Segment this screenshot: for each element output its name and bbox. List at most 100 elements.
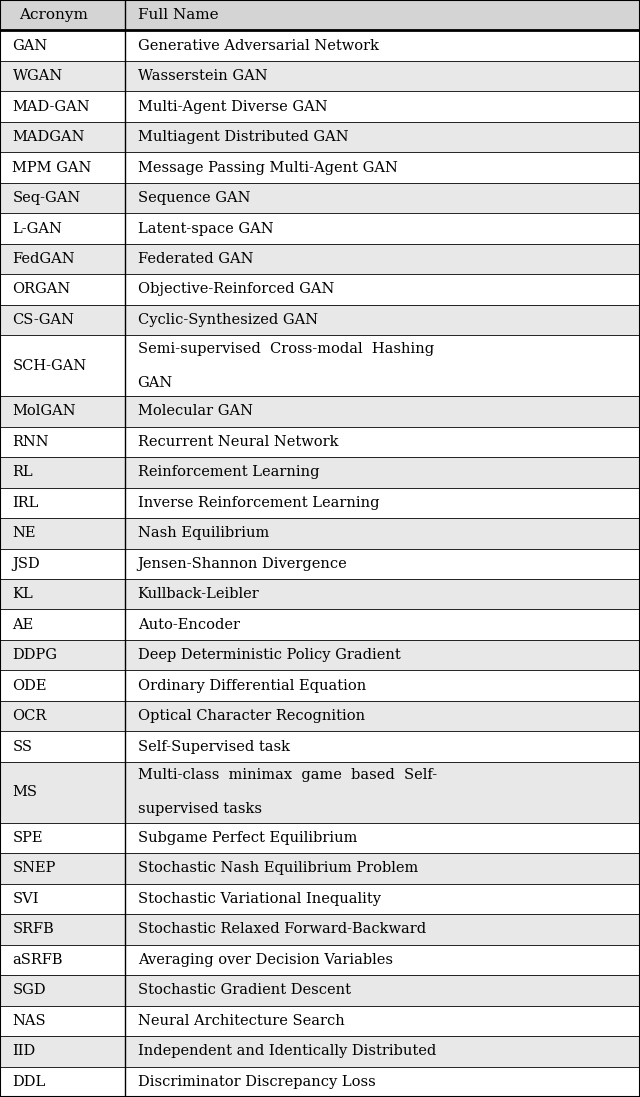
Text: Self-Supervised task: Self-Supervised task bbox=[138, 739, 290, 754]
Text: Neural Architecture Search: Neural Architecture Search bbox=[138, 1014, 344, 1028]
Text: Kullback-Leibler: Kullback-Leibler bbox=[138, 587, 259, 601]
Text: Jensen-Shannon Divergence: Jensen-Shannon Divergence bbox=[138, 557, 348, 570]
Text: Objective-Reinforced GAN: Objective-Reinforced GAN bbox=[138, 283, 334, 296]
Text: Wasserstein GAN: Wasserstein GAN bbox=[138, 69, 268, 83]
Bar bbox=[0, 1006, 640, 1036]
Text: ORGAN: ORGAN bbox=[13, 283, 71, 296]
Bar bbox=[0, 183, 640, 213]
Text: OCR: OCR bbox=[13, 709, 47, 723]
Bar bbox=[0, 610, 640, 640]
Text: Stochastic Variational Inequality: Stochastic Variational Inequality bbox=[138, 892, 381, 906]
Text: Cyclic-Synthesized GAN: Cyclic-Synthesized GAN bbox=[138, 313, 317, 327]
Text: IRL: IRL bbox=[13, 496, 39, 510]
Text: supervised tasks: supervised tasks bbox=[138, 802, 262, 816]
Bar bbox=[0, 152, 640, 183]
Text: Multi-Agent Diverse GAN: Multi-Agent Diverse GAN bbox=[138, 100, 327, 114]
Text: GAN: GAN bbox=[138, 376, 173, 389]
Text: ODE: ODE bbox=[13, 679, 47, 692]
Bar bbox=[0, 1036, 640, 1066]
Text: FedGAN: FedGAN bbox=[13, 252, 75, 265]
Text: Inverse Reinforcement Learning: Inverse Reinforcement Learning bbox=[138, 496, 379, 510]
Text: Stochastic Relaxed Forward-Backward: Stochastic Relaxed Forward-Backward bbox=[138, 923, 426, 937]
Text: SGD: SGD bbox=[13, 983, 46, 997]
Bar bbox=[0, 244, 640, 274]
Text: Optical Character Recognition: Optical Character Recognition bbox=[138, 709, 365, 723]
Text: AE: AE bbox=[13, 618, 34, 632]
Bar bbox=[0, 427, 640, 457]
Text: JSD: JSD bbox=[13, 557, 40, 570]
Bar bbox=[0, 945, 640, 975]
Bar bbox=[0, 670, 640, 701]
Text: Nash Equilibrium: Nash Equilibrium bbox=[138, 527, 269, 540]
Text: Auto-Encoder: Auto-Encoder bbox=[138, 618, 239, 632]
Text: Seq-GAN: Seq-GAN bbox=[13, 191, 81, 205]
Text: Molecular GAN: Molecular GAN bbox=[138, 405, 253, 418]
Text: SCH-GAN: SCH-GAN bbox=[13, 359, 87, 373]
Text: MPM GAN: MPM GAN bbox=[13, 160, 92, 174]
Bar bbox=[0, 975, 640, 1006]
Text: L-GAN: L-GAN bbox=[13, 222, 62, 236]
Text: Deep Deterministic Policy Gradient: Deep Deterministic Policy Gradient bbox=[138, 648, 401, 663]
Bar bbox=[0, 823, 640, 853]
Text: WGAN: WGAN bbox=[13, 69, 63, 83]
Text: DDL: DDL bbox=[13, 1075, 45, 1088]
Text: Recurrent Neural Network: Recurrent Neural Network bbox=[138, 434, 338, 449]
Text: NAS: NAS bbox=[13, 1014, 46, 1028]
Text: Multiagent Distributed GAN: Multiagent Distributed GAN bbox=[138, 131, 348, 144]
Bar bbox=[0, 518, 640, 548]
Text: Stochastic Gradient Descent: Stochastic Gradient Descent bbox=[138, 983, 351, 997]
Text: KL: KL bbox=[13, 587, 33, 601]
Bar bbox=[0, 31, 640, 61]
Bar bbox=[0, 884, 640, 914]
Bar bbox=[0, 579, 640, 610]
Bar bbox=[0, 853, 640, 884]
Bar bbox=[0, 122, 640, 152]
Text: Subgame Perfect Equilibrium: Subgame Perfect Equilibrium bbox=[138, 832, 357, 845]
Bar bbox=[0, 213, 640, 244]
Text: Federated GAN: Federated GAN bbox=[138, 252, 253, 265]
Bar bbox=[0, 274, 640, 305]
Bar bbox=[0, 336, 640, 396]
Text: Message Passing Multi-Agent GAN: Message Passing Multi-Agent GAN bbox=[138, 160, 397, 174]
Text: SRFB: SRFB bbox=[13, 923, 54, 937]
Text: Acronym: Acronym bbox=[19, 9, 88, 22]
Text: MAD-GAN: MAD-GAN bbox=[13, 100, 90, 114]
Text: MolGAN: MolGAN bbox=[13, 405, 76, 418]
Bar bbox=[0, 701, 640, 732]
Bar bbox=[0, 640, 640, 670]
Bar bbox=[0, 91, 640, 122]
Text: GAN: GAN bbox=[13, 38, 48, 53]
Text: MADGAN: MADGAN bbox=[13, 131, 85, 144]
Text: SPE: SPE bbox=[13, 832, 43, 845]
Text: Reinforcement Learning: Reinforcement Learning bbox=[138, 465, 319, 479]
Bar bbox=[0, 0, 640, 31]
Bar bbox=[0, 61, 640, 91]
Text: Independent and Identically Distributed: Independent and Identically Distributed bbox=[138, 1044, 436, 1059]
Text: Averaging over Decision Variables: Averaging over Decision Variables bbox=[138, 953, 392, 966]
Text: Semi-supervised  Cross-modal  Hashing: Semi-supervised Cross-modal Hashing bbox=[138, 341, 434, 355]
Text: CS-GAN: CS-GAN bbox=[13, 313, 74, 327]
Text: IID: IID bbox=[13, 1044, 36, 1059]
Text: Full Name: Full Name bbox=[138, 9, 218, 22]
Bar bbox=[0, 1066, 640, 1097]
Bar bbox=[0, 548, 640, 579]
Bar bbox=[0, 732, 640, 761]
Text: RNN: RNN bbox=[13, 434, 49, 449]
Bar bbox=[0, 396, 640, 427]
Text: Latent-space GAN: Latent-space GAN bbox=[138, 222, 273, 236]
Text: Multi-class  minimax  game  based  Self-: Multi-class minimax game based Self- bbox=[138, 768, 436, 782]
Text: SNEP: SNEP bbox=[13, 861, 56, 875]
Text: Discriminator Discrepancy Loss: Discriminator Discrepancy Loss bbox=[138, 1075, 375, 1088]
Bar bbox=[0, 305, 640, 336]
Text: aSRFB: aSRFB bbox=[13, 953, 63, 966]
Text: NE: NE bbox=[13, 527, 36, 540]
Bar bbox=[0, 761, 640, 823]
Bar bbox=[0, 914, 640, 945]
Text: Stochastic Nash Equilibrium Problem: Stochastic Nash Equilibrium Problem bbox=[138, 861, 418, 875]
Text: Generative Adversarial Network: Generative Adversarial Network bbox=[138, 38, 379, 53]
Text: DDPG: DDPG bbox=[13, 648, 58, 663]
Text: MS: MS bbox=[13, 785, 38, 800]
Text: RL: RL bbox=[13, 465, 33, 479]
Bar bbox=[0, 487, 640, 518]
Bar bbox=[0, 457, 640, 487]
